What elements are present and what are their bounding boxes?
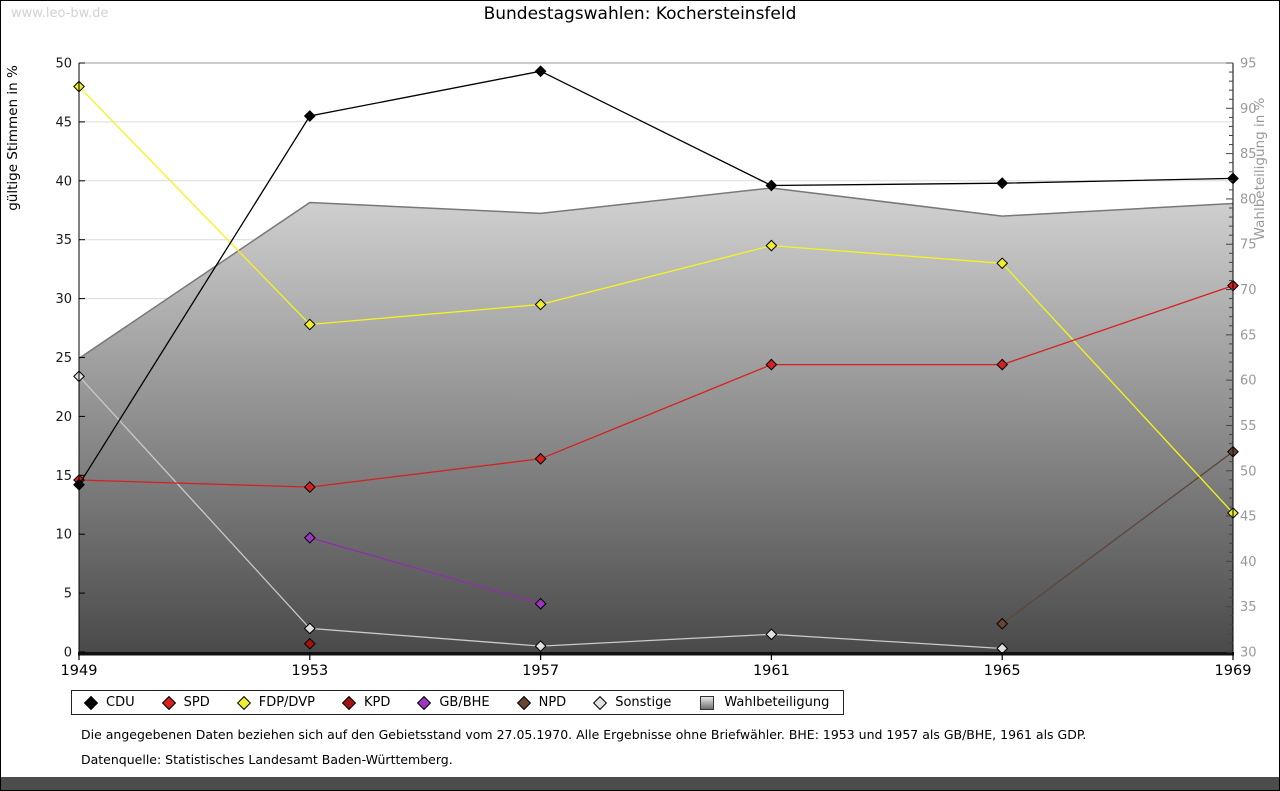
left-tick-label: 25 (55, 351, 72, 366)
footnote-datenquelle: Datenquelle: Statistisches Landesamt Bad… (81, 752, 453, 767)
legend-diamond-icon-fdpdvp (236, 695, 251, 710)
legend: CDU SPD FDP/DVP KPD GB/BHE NPD Sonstige Wahlbet… (71, 690, 845, 715)
right-tick-label: 40 (1240, 555, 1257, 570)
marker-gbbhe-1957 (534, 597, 547, 610)
x-tick-label: 1965 (984, 663, 1021, 679)
legend-diamond-icon-spd (161, 695, 176, 710)
marker-fdpdvp-1961 (765, 239, 778, 252)
legend-diamond-icon-cdu (83, 695, 99, 710)
x-tick-label: 1953 (291, 663, 328, 679)
legend-label-spd: SPD (183, 695, 210, 710)
left-tick-label: 10 (55, 528, 72, 543)
legend-item-cdu: CDU (83, 695, 135, 710)
left-tick-label: 45 (55, 115, 72, 130)
marker-cdu-1957 (534, 65, 547, 78)
left-tick-label: 30 (55, 292, 72, 307)
x-tick-label: 1969 (1215, 663, 1252, 679)
marker-sonstige-1953 (303, 622, 316, 635)
legend-label-gbbhe: GB/BHE (439, 695, 490, 710)
marker-sonstige-1957 (534, 640, 547, 653)
marker-cdu-1965 (996, 177, 1009, 190)
series-line-cdu (78, 70, 1234, 486)
legend-item-fdpdvp: FDP/DVP (236, 695, 315, 710)
bottom-bar (1, 777, 1279, 790)
legend-diamond-icon-kpd (341, 695, 357, 710)
marker-fdpdvp-1957 (534, 298, 547, 311)
legend-label-cdu: CDU (106, 695, 135, 710)
right-tick-label: 75 (1240, 238, 1257, 253)
marker-cdu-1961 (765, 179, 778, 192)
left-tick-label: 5 (64, 587, 72, 602)
series-line-fdpdvp (78, 86, 1234, 514)
marker-spd-1961 (765, 358, 778, 371)
right-tick-label: 60 (1240, 374, 1257, 389)
legend-label-kpd: KPD (363, 695, 391, 710)
marker-spd-1957 (534, 452, 547, 465)
left-tick-label: 50 (55, 57, 72, 72)
legend-label-fdpdvp: FDP/DVP (258, 695, 315, 710)
legend-item-sonstige: Sonstige (593, 695, 672, 710)
series-line-npd (1001, 451, 1234, 625)
right-tick-label: 90 (1240, 102, 1257, 117)
legend-item-spd: SPD (161, 695, 210, 710)
right-tick-label: 30 (1240, 646, 1257, 661)
election-chart: 0 5 10 15 20 25 30 35 40 45 50 30 35 40 45 50 55 60 65 70 75… (5, 57, 1268, 680)
left-tick-label: 20 (55, 410, 72, 425)
right-tick-label: 45 (1240, 510, 1257, 525)
series-line-gbbhe (309, 537, 541, 605)
right-axis-title: Wahlbeteiligung in % (1252, 97, 1268, 240)
legend-item-gbbhe: GB/BHE (417, 695, 490, 710)
legend-diamond-icon-gbbhe (417, 695, 432, 710)
left-tick-label: 15 (55, 469, 72, 484)
marker-kpd-1953 (303, 637, 316, 650)
page-title: Bundestagswahlen: Kochersteinsfeld (483, 4, 797, 24)
legend-square-icon-wahlbeteiligung (700, 695, 715, 710)
area-edge-wahlbeteiligung (78, 187, 1234, 360)
right-tick-label: 95 (1240, 57, 1257, 72)
series-line-spd (78, 284, 1234, 488)
right-tick-label: 80 (1240, 192, 1257, 207)
legend-item-kpd: KPD (341, 695, 391, 710)
legend-diamond-icon-sonstige (593, 695, 608, 710)
watermark: www.leo-bw.de (11, 6, 109, 21)
marker-spd-1965 (996, 358, 1009, 371)
footnote-gebietsstand: Die angegebenen Daten beziehen sich auf … (81, 727, 1087, 742)
x-tick-label: 1961 (753, 663, 790, 679)
left-tick-label: 0 (64, 646, 72, 661)
right-tick-label: 50 (1240, 464, 1257, 479)
right-tick-label: 70 (1240, 283, 1257, 298)
marker-sonstige-1961 (765, 628, 778, 641)
legend-item-npd: NPD (516, 695, 567, 710)
right-tick-label: 55 (1240, 419, 1257, 434)
right-tick-label: 35 (1240, 600, 1257, 615)
right-tick-label: 85 (1240, 147, 1257, 162)
area-wahlbeteiligung (79, 188, 1233, 652)
x-axis (78, 652, 1234, 656)
marker-fdpdvp-1965 (996, 257, 1009, 270)
marker-npd-1965 (996, 617, 1009, 630)
legend-diamond-icon-npd (516, 695, 531, 710)
legend-label-sonstige: Sonstige (615, 695, 672, 710)
marker-cdu-1953 (303, 110, 316, 122)
marker-gbbhe-1953 (303, 531, 316, 544)
x-tick-label: 1949 (61, 663, 98, 679)
marker-spd-1953 (303, 481, 316, 493)
right-tick-label: 65 (1240, 328, 1257, 343)
legend-label-wahlbeteiligung: Wahlbeteiligung (724, 695, 830, 710)
left-axis-title: gültige Stimmen in % (5, 65, 21, 211)
legend-item-wahlbeteiligung: Wahlbeteiligung (700, 695, 829, 710)
left-tick-label: 40 (55, 174, 72, 189)
legend-label-npd: NPD (538, 695, 567, 710)
x-tick-label: 1957 (522, 663, 559, 679)
marker-fdpdvp-1953 (303, 318, 316, 331)
left-tick-label: 35 (55, 233, 72, 248)
